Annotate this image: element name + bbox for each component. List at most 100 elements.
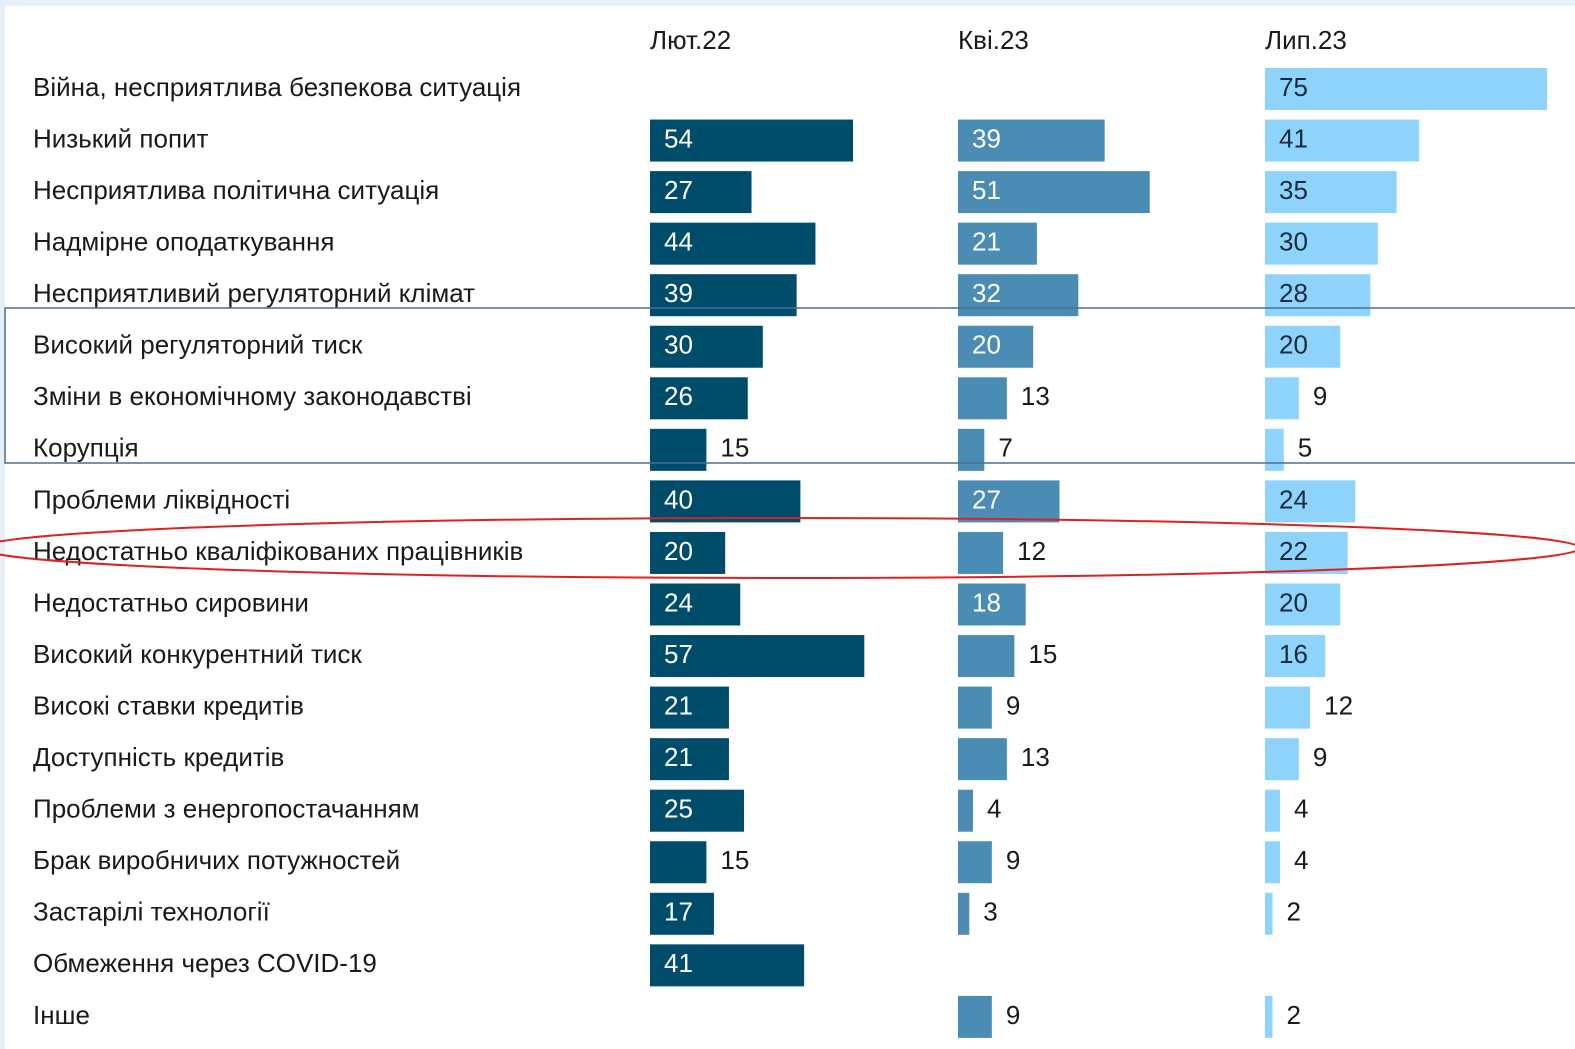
bar bbox=[650, 480, 801, 523]
bar bbox=[1265, 892, 1273, 935]
value-label: 16 bbox=[1279, 639, 1308, 669]
bar bbox=[650, 428, 707, 471]
value-label: 9 bbox=[1313, 381, 1327, 411]
value-label: 15 bbox=[720, 845, 749, 875]
value-label: 13 bbox=[1021, 742, 1050, 772]
bar bbox=[958, 635, 1015, 678]
category-label: Несприятливий регуляторний клімат bbox=[33, 278, 475, 308]
bar bbox=[650, 325, 763, 368]
value-label: 25 bbox=[664, 794, 693, 824]
bar bbox=[650, 635, 865, 678]
bar bbox=[1265, 686, 1311, 729]
value-label: 54 bbox=[664, 123, 693, 153]
value-label: 21 bbox=[664, 690, 693, 720]
bar bbox=[958, 428, 985, 471]
bar bbox=[1265, 480, 1356, 523]
value-label: 7 bbox=[998, 433, 1012, 463]
category-label: Корупція bbox=[33, 433, 139, 463]
bar bbox=[958, 171, 1150, 214]
category-label: Обмеження через COVID-19 bbox=[33, 948, 377, 978]
value-label: 4 bbox=[1294, 794, 1308, 824]
bar bbox=[958, 325, 1034, 368]
bar bbox=[650, 171, 752, 214]
series-label: Лип.23 bbox=[1265, 25, 1347, 55]
category-label: Високий регуляторний тиск bbox=[33, 330, 363, 360]
value-label: 41 bbox=[1279, 123, 1308, 153]
value-label: 2 bbox=[1287, 897, 1301, 927]
category-label: Застарілі технології bbox=[33, 897, 270, 927]
bar bbox=[650, 892, 714, 935]
value-label: 39 bbox=[972, 123, 1001, 153]
value-label: 15 bbox=[720, 433, 749, 463]
category-label: Високі ставки кредитів bbox=[33, 690, 304, 720]
bar bbox=[1265, 428, 1284, 471]
bar bbox=[650, 738, 729, 781]
bar bbox=[958, 841, 992, 884]
bar bbox=[958, 892, 970, 935]
value-label: 3 bbox=[983, 897, 997, 927]
value-label: 39 bbox=[664, 278, 693, 308]
category-label: Інше bbox=[33, 1000, 90, 1030]
bar bbox=[650, 686, 729, 729]
value-label: 5 bbox=[1298, 433, 1312, 463]
bar bbox=[650, 841, 707, 884]
category-label: Високий конкурентний тиск bbox=[33, 639, 362, 669]
bar bbox=[1265, 325, 1341, 368]
category-label: Несприятлива політична ситуація bbox=[33, 175, 439, 205]
bar bbox=[650, 944, 805, 987]
bar bbox=[1265, 119, 1420, 162]
value-label: 9 bbox=[1006, 1000, 1020, 1030]
category-label: Надмірне оподаткування bbox=[33, 227, 334, 257]
bar bbox=[958, 222, 1037, 265]
value-label: 41 bbox=[664, 948, 693, 978]
value-label: 35 bbox=[1279, 175, 1308, 205]
bar bbox=[650, 274, 797, 317]
value-label: 21 bbox=[972, 227, 1001, 257]
bar bbox=[1265, 531, 1348, 574]
category-label: Проблеми з енергопостачанням bbox=[33, 794, 420, 824]
bar bbox=[1265, 377, 1299, 420]
value-label: 12 bbox=[1017, 536, 1046, 566]
value-label: 2 bbox=[1287, 1000, 1301, 1030]
value-label: 30 bbox=[1279, 227, 1308, 257]
value-label: 9 bbox=[1313, 742, 1327, 772]
bar bbox=[1265, 738, 1299, 781]
value-label: 18 bbox=[972, 587, 1001, 617]
highlight-box bbox=[4, 307, 1575, 464]
value-label: 17 bbox=[664, 897, 693, 927]
category-label: Недостатньо сировини bbox=[33, 587, 309, 617]
value-label: 44 bbox=[664, 227, 693, 257]
value-label: 9 bbox=[1006, 690, 1020, 720]
bar bbox=[1265, 995, 1273, 1038]
category-label: Війна, несприятлива безпекова ситуація bbox=[33, 72, 521, 102]
bar bbox=[958, 531, 1004, 574]
value-label: 20 bbox=[972, 330, 1001, 360]
series-label: Лют.22 bbox=[650, 25, 731, 55]
category-label: Зміни в економічному законодавстві bbox=[33, 381, 472, 411]
value-label: 12 bbox=[1324, 690, 1353, 720]
series-label: Кві.23 bbox=[958, 25, 1029, 55]
category-label: Доступність кредитів bbox=[33, 742, 284, 772]
value-label: 27 bbox=[664, 175, 693, 205]
bar bbox=[958, 738, 1007, 781]
bar bbox=[1265, 68, 1547, 110]
value-label: 26 bbox=[664, 381, 693, 411]
bar bbox=[650, 531, 726, 574]
value-label: 30 bbox=[664, 330, 693, 360]
value-label: 4 bbox=[1294, 845, 1308, 875]
value-label: 28 bbox=[1279, 278, 1308, 308]
bar bbox=[650, 583, 741, 626]
value-label: 22 bbox=[1279, 536, 1308, 566]
bar bbox=[1265, 841, 1281, 884]
bar bbox=[650, 222, 816, 265]
category-label: Низький попит bbox=[33, 123, 209, 153]
value-label: 57 bbox=[664, 639, 693, 669]
value-label: 75 bbox=[1279, 72, 1308, 102]
category-label: Недостатньо кваліфікованих працівників bbox=[33, 536, 523, 566]
bar bbox=[958, 119, 1105, 162]
value-label: 21 bbox=[664, 742, 693, 772]
bar bbox=[1265, 274, 1371, 317]
bar bbox=[1265, 222, 1378, 265]
